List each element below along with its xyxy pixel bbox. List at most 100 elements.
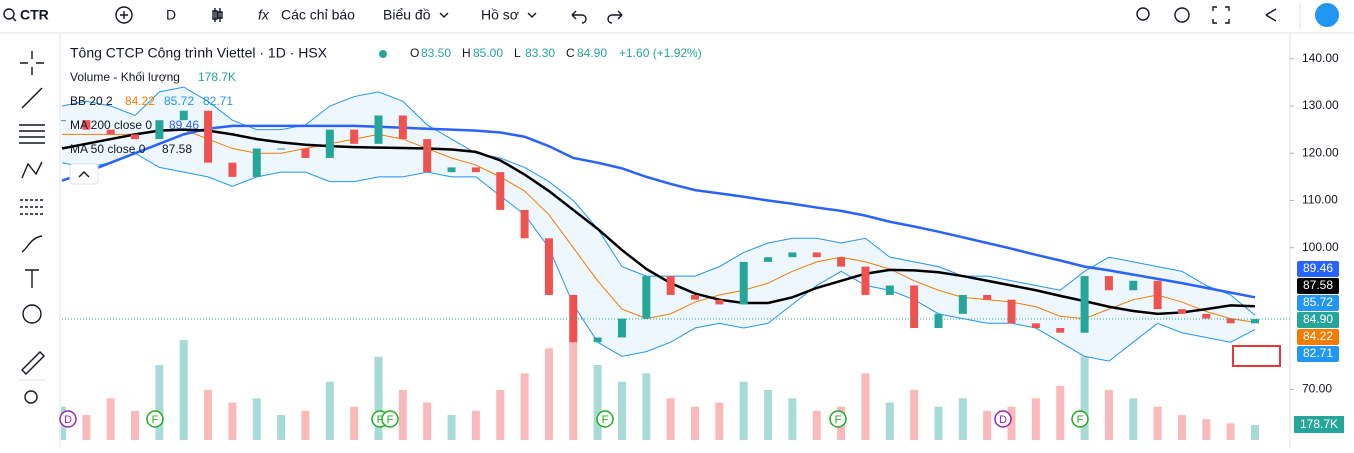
line-tool[interactable]: [21, 87, 43, 109]
candle: [1007, 299, 1016, 324]
volume-bar: [569, 331, 578, 440]
ohlc-key: L: [514, 46, 521, 60]
volume-bar: [666, 398, 675, 440]
fib-tool[interactable]: [19, 124, 45, 144]
volume-bar: [958, 398, 967, 440]
volume-bar: [520, 373, 529, 440]
redo[interactable]: [607, 10, 623, 24]
dropdown-arrow: [439, 12, 449, 18]
candle: [617, 318, 626, 338]
volume-bar: [252, 398, 261, 440]
y-tick-label: 110.00: [1302, 193, 1338, 207]
zoom-icon[interactable]: [1136, 7, 1150, 21]
candle: [812, 252, 821, 258]
volume-bar: [593, 365, 602, 440]
candle-icon[interactable]: [212, 8, 223, 22]
volume-bar: [374, 356, 383, 440]
volume-bar: [1129, 398, 1138, 440]
candle: [1031, 323, 1040, 329]
volume-bar: [228, 402, 237, 440]
interval[interactable]: D: [166, 7, 176, 23]
undo[interactable]: [571, 10, 587, 24]
fullscreen-icon[interactable]: [1212, 6, 1230, 24]
change: +1.60 (+1.92%): [619, 46, 702, 60]
price-badge-label: 84.90: [1303, 312, 1333, 326]
profile-button[interactable]: Hồ sơ: [481, 7, 519, 23]
bb-fill: [62, 87, 1255, 362]
volume-bar: [301, 410, 310, 440]
indicators-button[interactable]: Các chỉ báo: [281, 7, 355, 23]
price-badge: [1297, 312, 1339, 328]
event-marker: [381, 410, 399, 428]
candle: [788, 252, 797, 258]
crosshair-tool[interactable]: [20, 51, 44, 75]
volume-bar: [131, 410, 140, 440]
volume-bar: [82, 415, 91, 440]
volume-bar: [1202, 419, 1211, 440]
price-badge: [1297, 295, 1339, 311]
volume-bar: [204, 390, 213, 440]
settings-icon[interactable]: [1174, 7, 1190, 23]
search-icon[interactable]: [3, 8, 15, 20]
volume-bar: [1007, 406, 1016, 440]
candle: [885, 285, 894, 295]
text-tool[interactable]: [25, 269, 39, 288]
event-label: F: [152, 414, 159, 426]
volume-bar: [398, 390, 407, 440]
volume-bar: [910, 390, 919, 440]
event-label: D: [64, 414, 72, 426]
search-icon-handle: [12, 17, 17, 22]
collapse-legend[interactable]: [69, 163, 99, 185]
candle: [666, 276, 675, 295]
ohlc-value: 83.50: [421, 46, 451, 60]
bb-upper-value: 85.72: [164, 94, 194, 108]
candle: [837, 257, 846, 267]
price-badge-label: 87.58: [1303, 278, 1333, 292]
indicator-line: [61, 152, 1256, 362]
volume-bar: [739, 381, 748, 440]
event-label: F: [835, 414, 842, 426]
event-label: D: [999, 414, 1007, 426]
candle: [252, 148, 261, 177]
event-marker: [59, 410, 77, 428]
ma200-value: 89.46: [169, 118, 199, 132]
status-dot: [379, 50, 387, 58]
brush-tool[interactable]: [21, 235, 43, 253]
candle: [910, 285, 919, 329]
projection-tool[interactable]: [20, 199, 44, 215]
y-tick-label: 100.00: [1302, 240, 1339, 254]
dropdown-arrow: [527, 12, 537, 18]
event-label: F: [602, 414, 609, 426]
candle: [1153, 280, 1162, 310]
chart-type-button[interactable]: Biểu đồ: [383, 7, 431, 23]
candle: [204, 110, 213, 163]
share-icon[interactable]: [1265, 8, 1277, 22]
price-badge: [1297, 261, 1339, 277]
indicator-line: [61, 124, 1256, 299]
candle: [1056, 328, 1065, 333]
volume-bar: [764, 390, 773, 440]
collapse-arrow: [78, 171, 90, 178]
ruler-tool[interactable]: [21, 351, 45, 375]
symbol[interactable]: CTR: [20, 7, 49, 23]
pattern-tool[interactable]: [21, 161, 43, 179]
y-tick-label: 140.00: [1302, 51, 1339, 65]
volume-bar: [106, 398, 115, 440]
volume-bar: [1251, 425, 1259, 440]
add-symbol[interactable]: [115, 6, 133, 24]
volume-bar: [788, 398, 797, 440]
candle: [739, 261, 748, 305]
emoji-tool[interactable]: [22, 304, 42, 324]
volume-bar: [691, 406, 700, 440]
candle: [715, 299, 724, 305]
logo[interactable]: [1315, 3, 1339, 27]
volume-bar: [325, 381, 334, 440]
highlight-box: [1232, 345, 1281, 367]
event-marker: [596, 410, 614, 428]
volume-badge: [1294, 416, 1344, 433]
indicator-line: [61, 128, 1256, 316]
candle: [325, 129, 334, 158]
candle: [1080, 276, 1089, 333]
candle: [423, 139, 432, 173]
zoom-tool[interactable]: [24, 390, 38, 404]
